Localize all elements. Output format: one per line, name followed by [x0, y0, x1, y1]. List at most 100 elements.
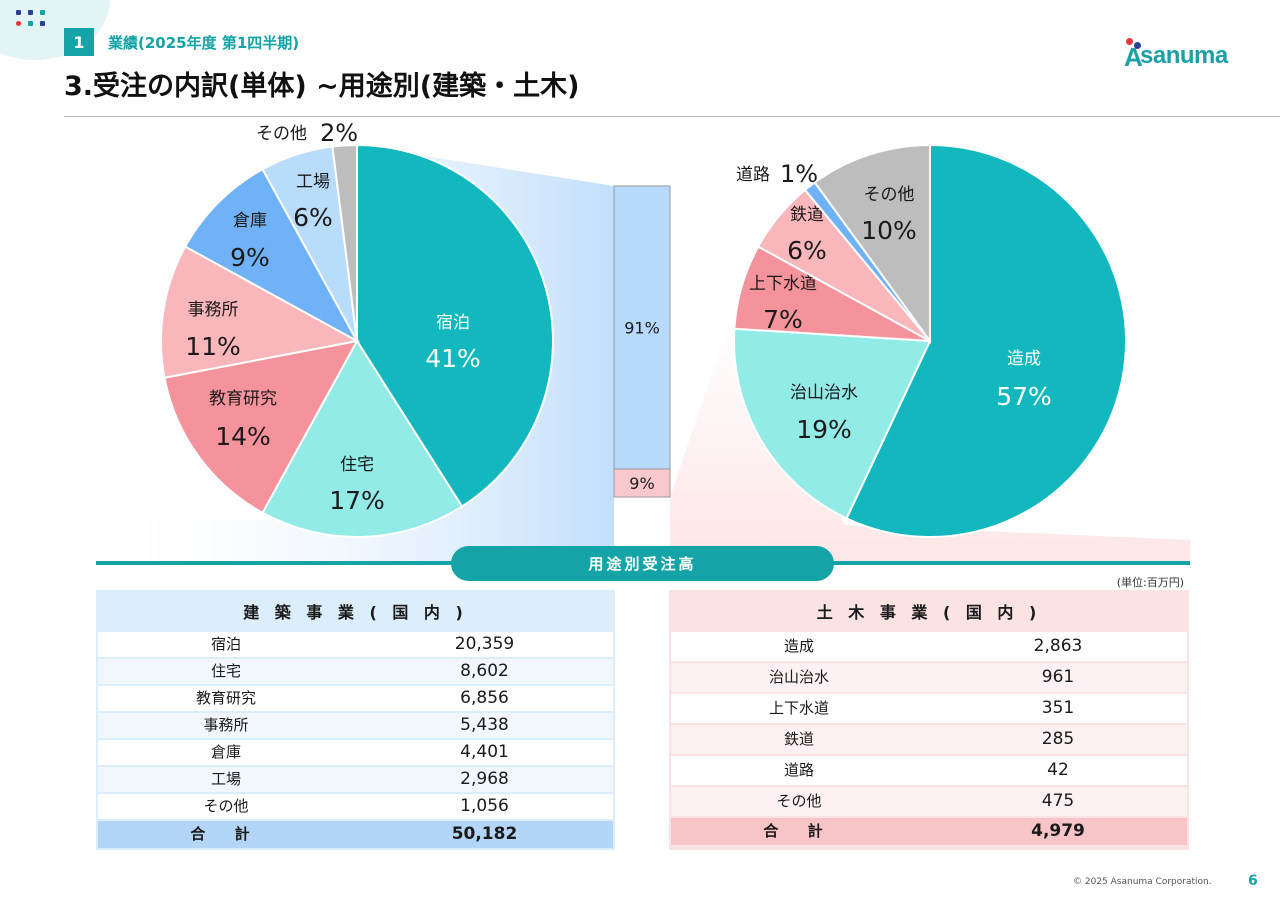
- logo-blue-dot: [1134, 42, 1141, 49]
- ratio-bar-segment: [613, 468, 671, 498]
- pie-slice-label: 上下水道: [749, 274, 817, 294]
- copyright: © 2025 Asanuma Corporation.: [1073, 877, 1212, 887]
- pie-slice-percent: 11%: [185, 332, 241, 361]
- logo-initial: A: [1124, 42, 1143, 72]
- ratio-bar-label: 9%: [629, 474, 654, 493]
- row-name: 宿泊: [210, 635, 241, 653]
- building-table-title: 建 築 事 業 ( 国 内 ): [243, 603, 468, 622]
- section-number-badge: 1: [64, 28, 94, 56]
- pie-slice-percent: 1%: [780, 160, 818, 188]
- unit-note: (単位:百万円): [1116, 576, 1184, 589]
- row-value: 42: [1047, 760, 1069, 780]
- total-label: 合 計: [763, 822, 835, 840]
- table-row: 造成 2,863: [671, 632, 1187, 661]
- pie-slice: [261, 339, 464, 538]
- pie-slice-percent: 7%: [763, 305, 803, 334]
- pie-slice-label: 造成: [1007, 349, 1041, 369]
- table-row: 事務所 5,438: [98, 713, 613, 738]
- pie-slice-label: 工場: [296, 172, 330, 192]
- table-row: 宿泊 20,359: [98, 632, 613, 657]
- right-fan-background: [670, 320, 1190, 562]
- pie-slice-percent: 19%: [796, 415, 852, 444]
- total-label: 合 計: [190, 825, 262, 843]
- pie-slice-label: その他: [256, 124, 307, 144]
- civil-table-total-row: 合 計 4,979: [671, 818, 1187, 845]
- row-name: 教育研究: [195, 689, 256, 707]
- pie-slice: [845, 143, 1127, 538]
- row-name: 住宅: [210, 662, 241, 680]
- asanuma-logo: A sanuma: [1122, 38, 1247, 72]
- pie-slice-label: 事務所: [188, 300, 239, 320]
- ratio-bar-segment: [613, 185, 671, 470]
- pie-slice: [183, 167, 360, 344]
- table-row: 倉庫 4,401: [98, 740, 613, 765]
- row-name: 造成: [783, 637, 814, 655]
- row-name: 治山治水: [768, 668, 829, 686]
- decoration-dot: [40, 10, 45, 15]
- pie-slice: [163, 339, 359, 515]
- row-value: 1,056: [460, 796, 509, 816]
- civil-table-title: 土 木 事 業 ( 国 内 ): [816, 603, 1042, 622]
- pie-slice: [356, 143, 554, 508]
- row-value: 475: [1041, 791, 1075, 811]
- row-value: 6,856: [460, 688, 509, 708]
- table-row: 上下水道 351: [671, 694, 1187, 723]
- pie-slice-label: 治山治水: [790, 383, 858, 403]
- row-name: その他: [776, 792, 822, 810]
- row-value: 285: [1041, 729, 1075, 749]
- table-row: 治山治水 961: [671, 663, 1187, 692]
- pie-slice-label: その他: [864, 185, 915, 205]
- row-value: 2,863: [1033, 636, 1083, 656]
- table-row: その他 475: [671, 787, 1187, 816]
- table-row: 住宅 8,602: [98, 659, 613, 684]
- pie-slice-percent: 17%: [329, 486, 385, 515]
- pie-slice-label: 教育研究: [209, 389, 277, 409]
- total-value: 4,979: [1031, 821, 1085, 841]
- decoration-dot: [16, 10, 21, 15]
- pie-slice: [331, 143, 358, 342]
- pie-slice-percent: 10%: [861, 216, 917, 245]
- pie-slice-label: 道路: [736, 165, 770, 185]
- pie-slice-label: 住宅: [340, 455, 374, 475]
- row-value: 351: [1041, 698, 1075, 718]
- pie-slice-percent: 9%: [230, 243, 270, 272]
- logo-red-dot: [1126, 38, 1133, 45]
- page-number: 6: [1248, 873, 1258, 889]
- decoration-dot: [28, 21, 33, 26]
- table-row: その他 1,056: [98, 794, 613, 819]
- building-table-total-row: 合 計 50,182: [98, 821, 613, 848]
- row-value: 8,602: [460, 661, 509, 681]
- total-value: 50,182: [451, 824, 518, 844]
- pie-slice-label: 宿泊: [436, 313, 470, 333]
- pie-slice: [813, 143, 931, 345]
- pie-slice-percent: 6%: [293, 203, 333, 232]
- row-name: 倉庫: [210, 743, 241, 761]
- decoration-dot: [16, 21, 21, 26]
- decoration-dot: [28, 10, 33, 15]
- section-label: 業績(2025年度 第1四半期): [108, 34, 300, 52]
- row-name: 鉄道: [783, 730, 814, 748]
- pie-slice: [733, 327, 932, 520]
- pie-slice-percent: 57%: [996, 382, 1052, 411]
- title-divider: [64, 116, 1280, 117]
- row-value: 961: [1041, 667, 1075, 687]
- ratio-bar-label: 91%: [624, 319, 660, 338]
- pie-slice-label: 倉庫: [233, 211, 267, 231]
- pie-slice-percent: 2%: [320, 119, 358, 147]
- pie-slice-percent: 6%: [787, 236, 827, 265]
- decoration-dot: [40, 21, 45, 26]
- civil-table: 土 木 事 業 ( 国 内 ) 造成 2,863 治山治水 961 上下水道 351 鉄道 2…: [669, 590, 1189, 850]
- band-title: 用途別受注高: [451, 546, 834, 581]
- pie-slice-percent: 41%: [425, 344, 481, 373]
- row-value: 4,401: [460, 742, 509, 762]
- row-value: 20,359: [454, 634, 515, 654]
- row-name: 上下水道: [768, 699, 829, 717]
- pie-slice-label: 鉄道: [790, 205, 824, 225]
- building-table: 建 築 事 業 ( 国 内 ) 宿泊 20,359 住宅 8,602 教育研究 6,856…: [96, 590, 615, 850]
- row-name: その他: [203, 797, 249, 815]
- row-name: 道路: [783, 761, 814, 779]
- table-row: 鉄道 285: [671, 725, 1187, 754]
- row-name: 工場: [210, 770, 241, 788]
- table-row: 道路 42: [671, 756, 1187, 785]
